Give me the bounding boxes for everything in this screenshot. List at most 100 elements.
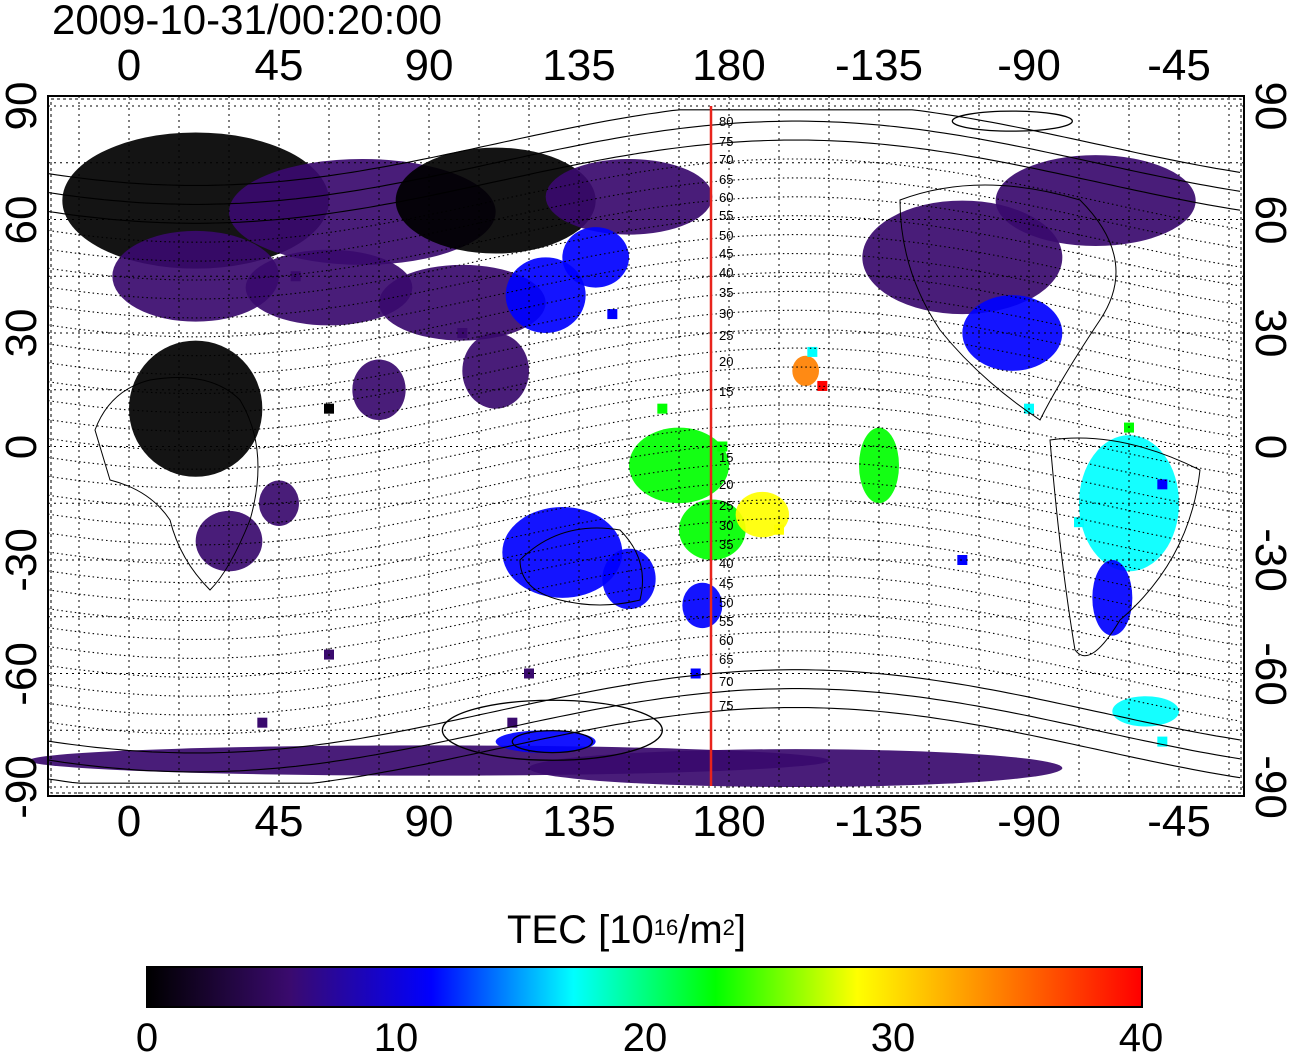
contour-label: 70: [719, 152, 733, 167]
tec-region: [682, 582, 723, 629]
lat-tick: 60: [0, 195, 46, 244]
contour-label: 40: [719, 265, 733, 280]
tec-pixel: [257, 717, 268, 728]
lat-tick: -60: [0, 641, 46, 706]
lon-tick-top: -90: [997, 41, 1061, 90]
mlat-contour: [47, 536, 1241, 622]
contour-label: 70: [719, 674, 733, 689]
map-inner-border: [50, 98, 1242, 794]
lat-tick: 90: [0, 81, 46, 131]
mlat-contour: [511, 729, 593, 754]
colorbar-tick: 30: [870, 1016, 916, 1060]
colorbar-tick: 0: [135, 1016, 159, 1060]
lon-tick-bottom: -45: [1147, 797, 1211, 846]
lon-tick-top: 90: [404, 41, 454, 90]
tec-pixel: [817, 380, 828, 391]
tec-region: [259, 480, 299, 526]
mlat-contour: [47, 480, 1241, 565]
lon-tick-bottom: -135: [834, 797, 924, 846]
contour-label: 35: [719, 285, 733, 300]
colorbar-title-end: ]: [734, 908, 747, 952]
tec-pixel: [1157, 479, 1168, 490]
tec-region: [529, 749, 1063, 787]
lat-tick: 60: [1246, 195, 1292, 244]
lat-tick: 90: [1246, 81, 1292, 131]
contour-label: 35: [719, 537, 733, 552]
lon-tick-top: -135: [834, 41, 924, 90]
tec-pixel: [507, 717, 518, 728]
mlat-contour: [47, 461, 1241, 546]
lat-tick: -90: [0, 755, 46, 819]
tec-region: [112, 230, 279, 322]
lon-tick-bottom: -90: [997, 797, 1061, 846]
contour-label: 30: [719, 518, 733, 533]
contour-label: 65: [719, 172, 733, 187]
mlat-contour: [47, 366, 1241, 451]
lat-tick: -60: [1246, 641, 1292, 706]
contour-label: 50: [719, 595, 733, 610]
contour-label: 45: [719, 246, 733, 261]
lon-tick-bottom: 135: [542, 797, 616, 846]
tec-pixel: [807, 346, 818, 357]
tec-region: [245, 249, 413, 326]
lon-tick-bottom: 45: [254, 797, 304, 846]
timestamp-title: 2009-10-31/00:20:00: [52, 0, 442, 43]
tec-region: [679, 499, 746, 560]
coastline: [1049, 437, 1201, 657]
contour-label: 60: [719, 190, 733, 205]
colorbar-title-main: TEC [10: [507, 908, 654, 952]
map-grid: [48, 96, 1244, 796]
mlat-contour: [47, 196, 1241, 281]
mlat-contour: [47, 574, 1241, 659]
mlat-contour: [47, 253, 1241, 338]
mlat-contour: [47, 631, 1241, 716]
tec-pixel: [657, 403, 668, 414]
tec-pixel: [607, 309, 618, 320]
mlat-contour: [47, 555, 1241, 640]
lat-tick: 0: [1246, 434, 1292, 459]
mlat-contour: [47, 271, 1241, 357]
coastline: [519, 527, 643, 606]
colorbar-title-unit: /m: [678, 908, 723, 952]
mlat-contour: [47, 612, 1241, 697]
lat-tick: 30: [1246, 308, 1292, 358]
contour-label: 25: [719, 498, 733, 513]
mlat-contour: [47, 498, 1241, 584]
mlat-contour: [47, 215, 1241, 300]
lon-tick-bottom: 90: [404, 797, 454, 846]
tec-region: [562, 227, 630, 288]
lon-tick-bottom: 180: [692, 797, 766, 846]
mlat-contour: [47, 669, 1241, 754]
colorbar-title-exponent: 16: [653, 915, 679, 940]
mlat-contour: [47, 423, 1241, 508]
colorbar-tick: 10: [373, 1016, 419, 1060]
mlat-contour: [47, 517, 1241, 603]
mlat-contour: [47, 234, 1241, 319]
lon-tick-top: -45: [1147, 41, 1211, 90]
mlat-contour: [951, 110, 1073, 132]
tec-map: 80 75 70 65 60 55 50 45 40 35 30 25 20 15 15 20 25 30 35 40…: [29, 95, 1245, 797]
tec-region: [545, 158, 713, 235]
mlat-contour: [47, 328, 1241, 413]
coastlines: [94, 184, 1201, 657]
tec-region: [962, 295, 1063, 371]
map-frame: [47, 95, 1245, 797]
tec-region: [1092, 560, 1133, 636]
contour-label: 80: [719, 114, 733, 129]
coastline: [899, 184, 1117, 421]
tec-pixel: [690, 668, 701, 679]
tec-region: [395, 147, 596, 254]
tec-region: [129, 340, 263, 477]
tec-pixel: [717, 441, 728, 452]
colorbar-tick: 20: [622, 1016, 668, 1060]
contour-label: 55: [719, 208, 733, 223]
contour-label: 75: [719, 134, 733, 149]
contour-label: 45: [719, 576, 733, 591]
mlat-contour: [47, 593, 1241, 678]
colorbar: [146, 966, 1143, 1008]
lon-tick-top: 45: [254, 41, 304, 90]
mlat-contour: [47, 404, 1241, 489]
mlat-contour: [47, 120, 1241, 205]
contour-label: 20: [719, 354, 733, 369]
mlat-contour: [47, 688, 1241, 773]
